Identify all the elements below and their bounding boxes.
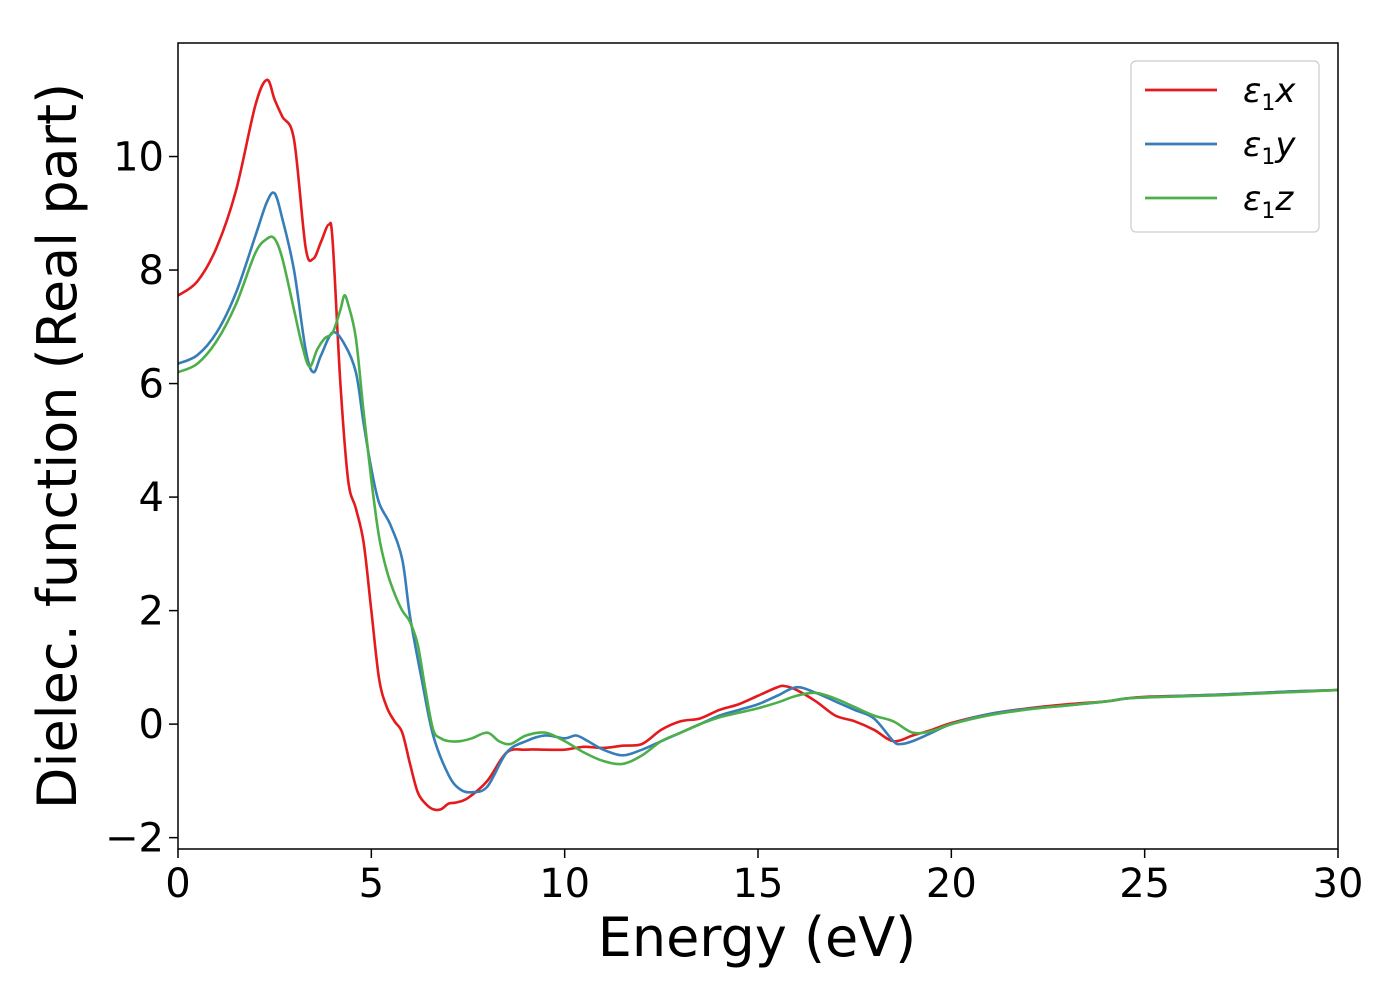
legend-label-eps1z: ε1z [1243, 179, 1294, 224]
y-tick-label: 6 [139, 362, 164, 408]
y-tick-label: 0 [139, 702, 164, 748]
legend-box [1130, 60, 1320, 233]
y-axis-title: Dielec. function (Real part) [26, 83, 89, 809]
series-line-eps1y [178, 191, 1338, 794]
series-line-eps1z [178, 235, 1338, 766]
x-axis-ticks: 0 5 10 15 20 25 30 [165, 849, 1363, 907]
y-tick-label: 8 [139, 248, 164, 294]
y-tick-label: −2 [105, 816, 164, 862]
legend: ε1x ε1y ε1z [1130, 60, 1320, 233]
y-axis-ticks: −2 0 2 4 6 8 10 [105, 135, 178, 862]
legend-label-eps1y: ε1y [1243, 125, 1296, 170]
x-tick-label: 30 [1313, 861, 1364, 907]
x-tick-label: 20 [926, 861, 977, 907]
y-tick-label: 4 [139, 475, 164, 521]
x-tick-label: 15 [733, 861, 784, 907]
x-tick-label: 10 [539, 861, 590, 907]
y-tick-label: 10 [113, 135, 164, 181]
x-tick-label: 5 [359, 861, 384, 907]
x-tick-label: 0 [165, 861, 190, 907]
series-layer [178, 78, 1338, 812]
x-axis-title: Energy (eV) [598, 906, 917, 969]
x-tick-label: 25 [1119, 861, 1170, 907]
legend-label-eps1x: ε1x [1243, 71, 1296, 116]
y-tick-label: 2 [139, 589, 164, 635]
